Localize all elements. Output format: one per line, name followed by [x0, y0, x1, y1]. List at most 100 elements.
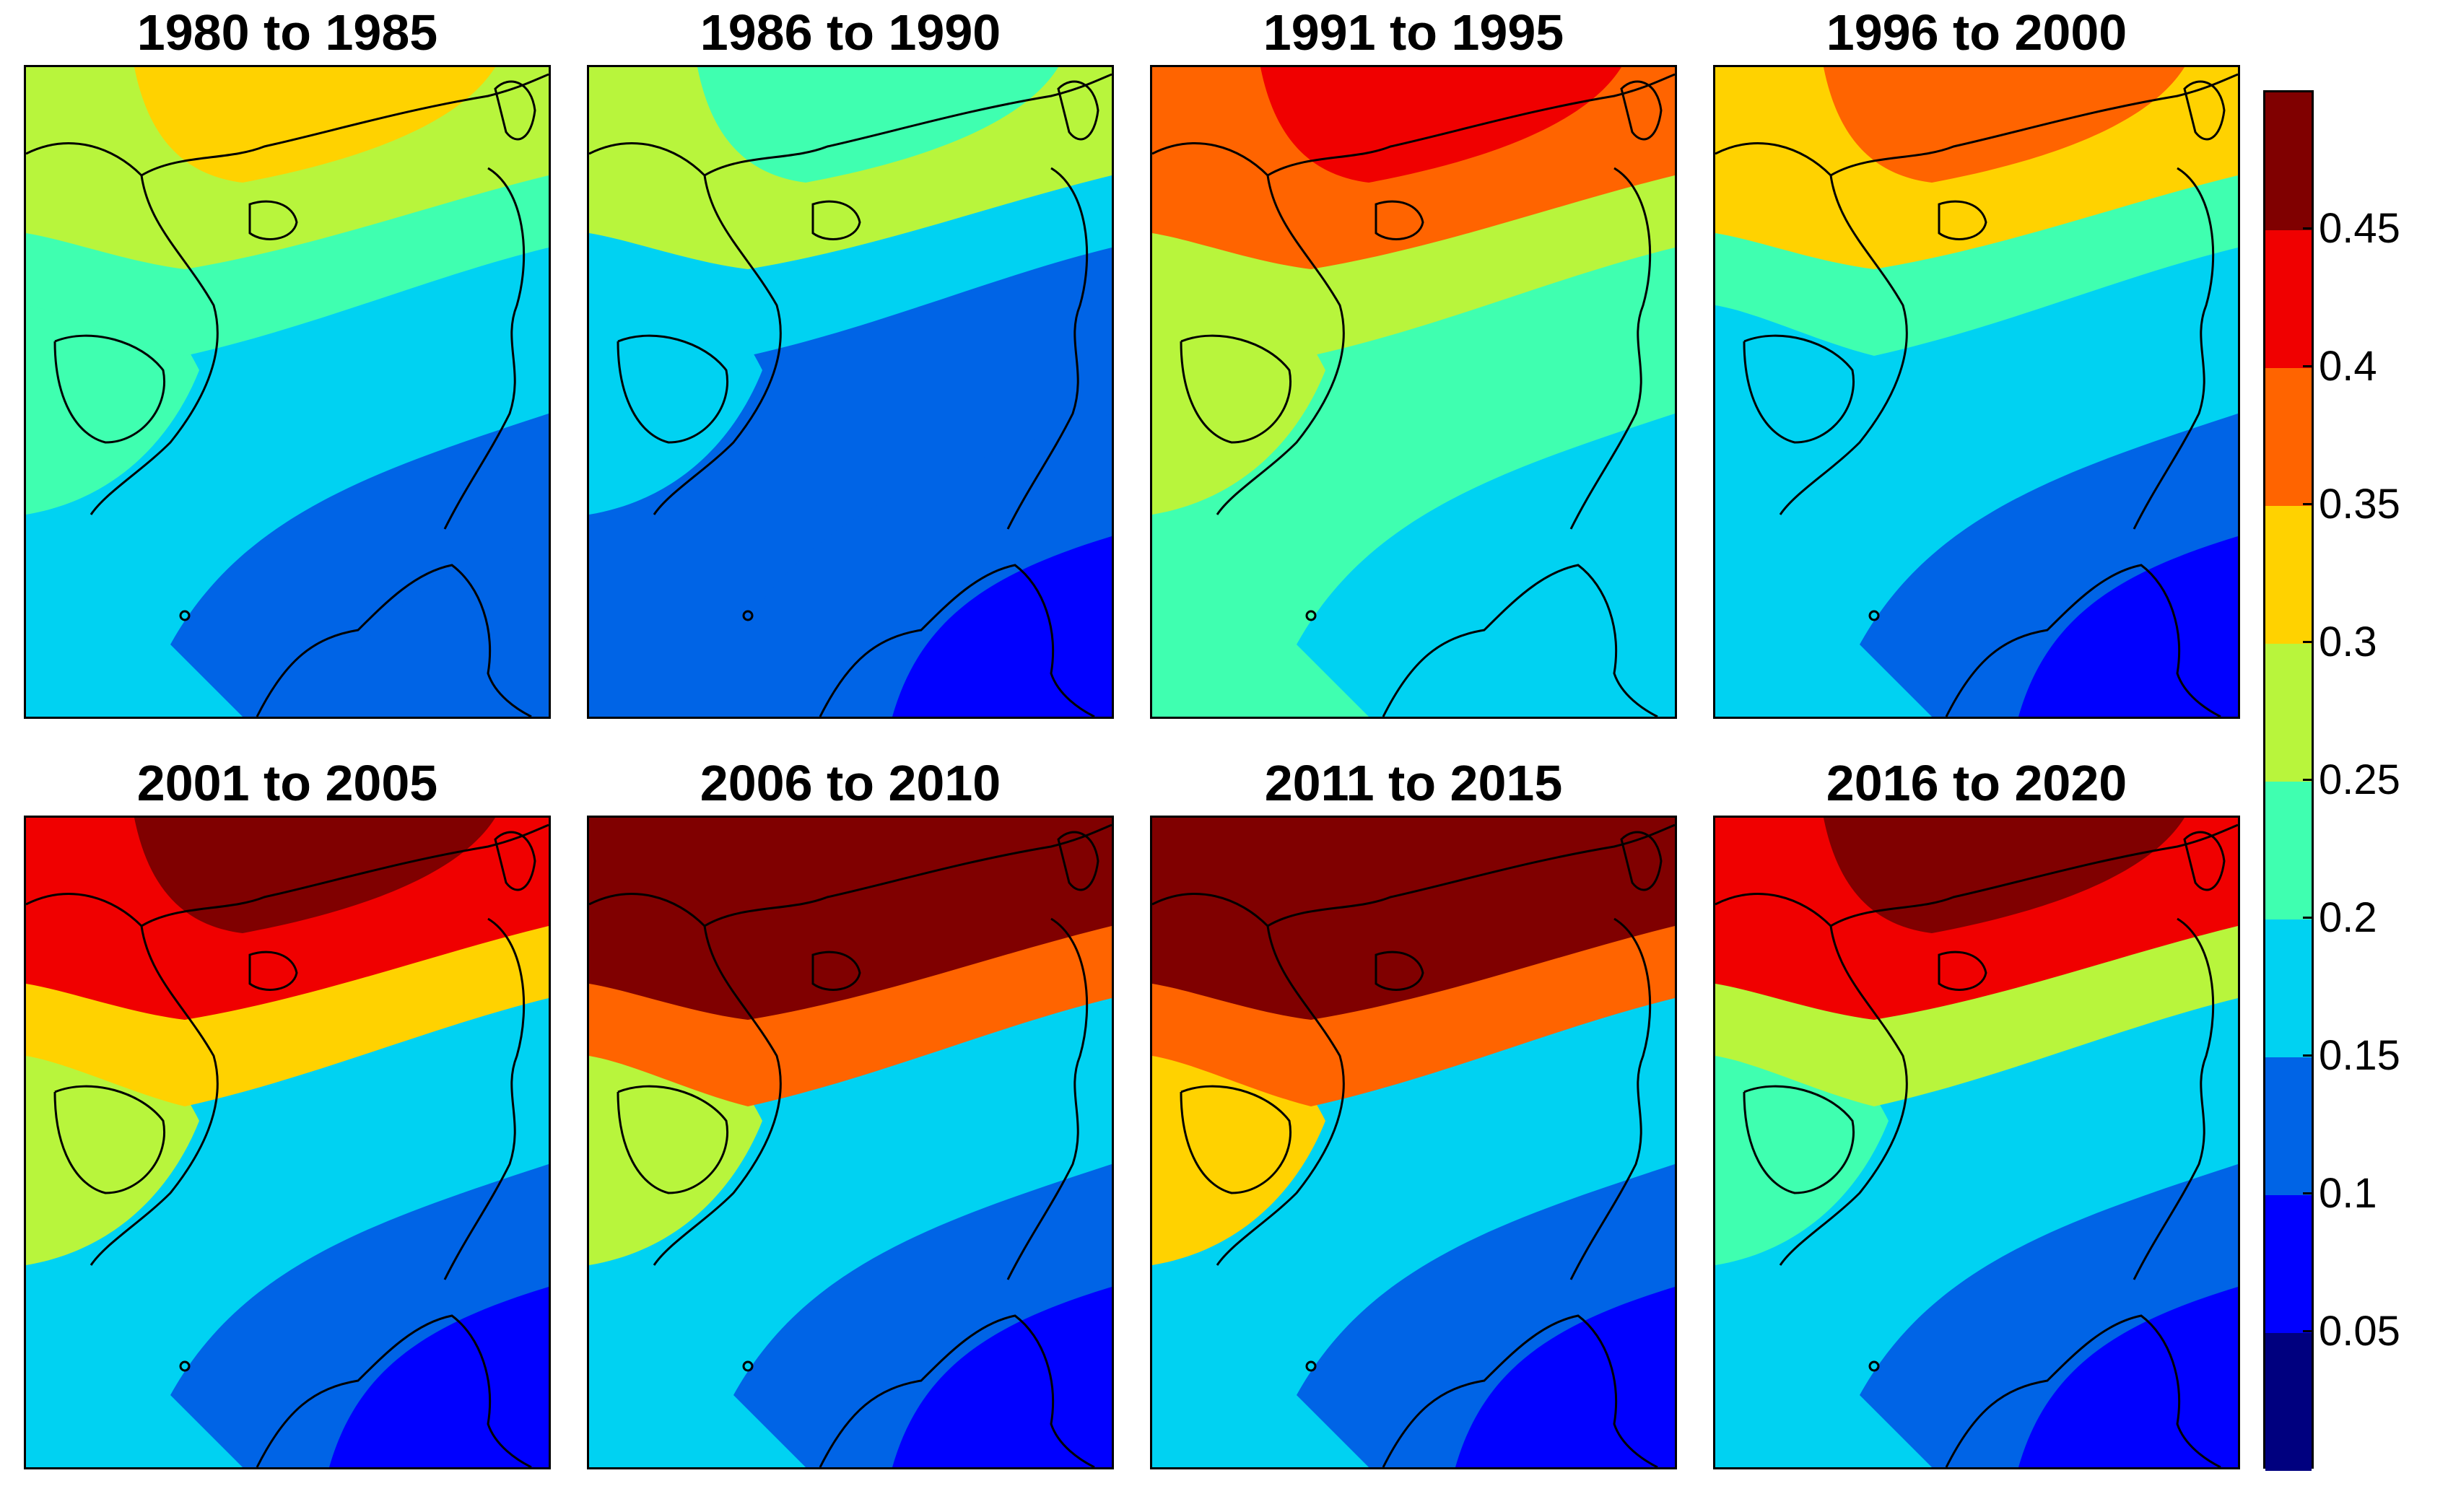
- contour-map: [26, 67, 549, 717]
- coastline: [589, 73, 1112, 177]
- south-core-contour: [329, 536, 549, 717]
- panel-title: 1980 to 1985: [136, 4, 438, 61]
- north-core-contour: [1260, 67, 1621, 183]
- island-marker: [1305, 1360, 1317, 1372]
- panel-title: 2006 to 2010: [700, 755, 1001, 811]
- coastline: [1715, 73, 2238, 177]
- contour-map: [26, 818, 549, 1467]
- colorbar-band: [2265, 92, 2312, 230]
- colorbar-tick-label: 0.35: [2319, 481, 2400, 528]
- coastline: [248, 200, 298, 240]
- coastline: [90, 925, 219, 1266]
- coastline: [248, 951, 298, 991]
- north-core-contour: [1824, 818, 2185, 933]
- coastline: [1569, 167, 1652, 530]
- coastline: [443, 167, 526, 530]
- colorbar-tick-mark: [2303, 1192, 2314, 1194]
- coastline: [2133, 167, 2215, 530]
- coastline: [1938, 951, 1987, 991]
- coastline: [1715, 823, 2238, 927]
- coastline: [1743, 334, 1855, 444]
- map-frame: [1713, 65, 2240, 719]
- north-core-contour: [134, 818, 495, 933]
- map-frame: [24, 816, 551, 1469]
- coastline: [2133, 917, 2215, 1280]
- coastline: [1382, 564, 1658, 717]
- coastline: [1152, 823, 1675, 927]
- colorbar-band: [2265, 230, 2312, 368]
- colorbar-tick-label: 0.1: [2319, 1170, 2377, 1217]
- north-core-contour: [1260, 818, 1621, 933]
- south-core-contour: [2018, 1287, 2238, 1467]
- coastline: [1620, 831, 1663, 891]
- coastline: [1938, 200, 1987, 240]
- colorbar-tick-label: 0.4: [2319, 343, 2377, 390]
- contour-map: [589, 67, 1112, 717]
- coastline: [2183, 80, 2226, 141]
- coastline: [1375, 200, 1424, 240]
- coastline: [819, 564, 1095, 717]
- coastline: [1743, 1085, 1855, 1194]
- colorbar-tick-label: 0.05: [2319, 1308, 2400, 1355]
- coastline: [653, 925, 782, 1266]
- contour-map: [1715, 818, 2238, 1467]
- coastline: [1620, 80, 1663, 141]
- panel-title: 1991 to 1995: [1263, 4, 1564, 61]
- coastline: [1945, 564, 2221, 717]
- south-core-contour: [329, 1287, 549, 1467]
- map-frame: [587, 816, 1114, 1469]
- south-core-contour: [1455, 1287, 1675, 1467]
- colorbar: [2263, 90, 2314, 1471]
- island-marker: [1868, 610, 1880, 621]
- north-core-contour: [134, 67, 495, 183]
- colorbar-tick-label: 0.2: [2319, 894, 2377, 941]
- coastline: [1375, 951, 1424, 991]
- coastline: [1180, 1085, 1291, 1194]
- north-core-contour: [1824, 67, 2185, 183]
- panel-title: 1996 to 2000: [1826, 4, 2127, 61]
- island-marker: [179, 1360, 191, 1372]
- coastline: [653, 175, 782, 515]
- island-marker: [1305, 610, 1317, 621]
- colorbar-band: [2265, 506, 2312, 644]
- north-core-contour: [697, 818, 1058, 933]
- coastline: [1216, 175, 1345, 515]
- coastline: [1779, 925, 1908, 1266]
- map-frame: [1150, 816, 1677, 1469]
- south-core-contour: [2018, 536, 2238, 717]
- coastline: [1152, 73, 1675, 177]
- coastline: [1057, 80, 1099, 141]
- colorbar-tick-mark: [2303, 365, 2314, 367]
- south-core-contour: [1455, 536, 1675, 717]
- coastline: [811, 200, 861, 240]
- contour-map: [1715, 67, 2238, 717]
- colorbar-tick-mark: [2303, 1054, 2314, 1057]
- contour-map: [1152, 818, 1675, 1467]
- north-core-contour: [697, 67, 1058, 183]
- coastline: [1569, 917, 1652, 1280]
- coastline: [1382, 1314, 1658, 1467]
- coastline: [26, 73, 549, 177]
- colorbar-tick-mark: [2303, 227, 2314, 230]
- coastline: [1006, 167, 1089, 530]
- coastline: [494, 80, 536, 141]
- contour-map: [1152, 67, 1675, 717]
- coastline: [1057, 831, 1099, 891]
- coastline: [90, 175, 219, 515]
- coastline: [819, 1314, 1095, 1467]
- colorbar-tick-mark: [2303, 917, 2314, 919]
- colorbar-band: [2265, 1333, 2312, 1471]
- coastline: [589, 823, 1112, 927]
- colorbar-band: [2265, 782, 2312, 919]
- colorbar-tick-mark: [2303, 503, 2314, 505]
- panel-title: 2011 to 2015: [1264, 755, 1563, 811]
- colorbar-band: [2265, 368, 2312, 506]
- south-core-contour: [892, 536, 1112, 717]
- contour-map: [589, 818, 1112, 1467]
- colorbar-tick-label: 0.3: [2319, 619, 2377, 665]
- panel-title: 1986 to 1990: [700, 4, 1001, 61]
- colorbar-tick-label: 0.25: [2319, 756, 2400, 803]
- coastline: [443, 917, 526, 1280]
- coastline: [53, 334, 165, 444]
- coastline: [2183, 831, 2226, 891]
